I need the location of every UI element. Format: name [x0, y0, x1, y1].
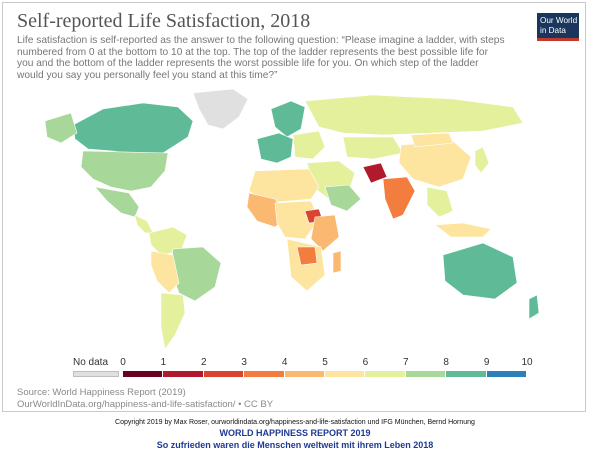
russia[interactable] [304, 94, 524, 136]
legend-tick-1: 1 [160, 357, 167, 368]
mongolia[interactable] [410, 132, 454, 148]
southeast-asia[interactable] [426, 186, 454, 218]
afghanistan[interactable] [362, 162, 388, 184]
logo-line-2: in Data [540, 25, 566, 35]
north-africa[interactable] [248, 168, 320, 204]
legend-swatch-8-9[interactable] [446, 371, 486, 377]
legend-swatch-3-4[interactable] [244, 371, 284, 377]
legend-swatch-0-1[interactable] [123, 371, 163, 377]
australia[interactable] [442, 242, 518, 300]
legend-swatch-4-5[interactable] [284, 371, 324, 377]
legend-tick-6: 6 [362, 357, 369, 368]
legend-swatch-1-2[interactable] [163, 371, 203, 377]
saudi-arabia[interactable] [324, 184, 362, 212]
eastern-europe[interactable] [292, 130, 326, 160]
legend-swatch-7-8[interactable] [405, 371, 446, 377]
china[interactable] [398, 140, 472, 188]
peru-bolivia[interactable] [150, 250, 180, 294]
alaska[interactable] [44, 112, 78, 144]
source-link[interactable]: OurWorldInData.org/happiness-and-life-sa… [17, 399, 274, 410]
legend-swatch-2-3[interactable] [203, 371, 244, 377]
chart-frame: Self-reported Life Satisfaction, 2018 Li… [2, 2, 586, 412]
legend-tick-9: 9 [483, 357, 490, 368]
india[interactable] [382, 176, 416, 220]
legend-tick-2: 2 [201, 357, 207, 368]
new-zealand[interactable] [528, 294, 540, 320]
logo-line-1: Our World [540, 16, 578, 25]
east-africa[interactable] [310, 214, 340, 252]
legend-no-data-label: No data [73, 357, 109, 368]
usa[interactable] [80, 150, 169, 192]
legend-tick-4: 4 [281, 357, 288, 368]
japan[interactable] [474, 146, 490, 174]
legend-swatch-9-10[interactable] [486, 371, 526, 377]
legend-tick-3: 3 [241, 357, 247, 368]
legend-no-data-swatch [73, 371, 119, 377]
legend-tick-0: 0 [120, 357, 126, 368]
report-title: WORLD HAPPINESS REPORT 2019 [219, 428, 371, 438]
brazil[interactable] [170, 246, 222, 302]
mexico[interactable] [94, 186, 140, 218]
chart-subtitle: Life satisfaction is self-reported as th… [17, 35, 505, 81]
madagascar[interactable] [332, 250, 342, 274]
color-legend: No data 0 1 2 3 4 5 6 7 8 9 10 [17, 357, 577, 379]
report-subtitle: So zufrieden waren die Menschen weltweit… [156, 440, 434, 450]
argentina-chile[interactable] [160, 292, 186, 350]
copyright-note: Copyright 2019 by Max Roser, ourworldind… [115, 419, 475, 426]
owid-logo[interactable]: Our World in Data [537, 13, 579, 41]
indonesia[interactable] [434, 222, 492, 238]
legend-tick-8: 8 [443, 357, 449, 368]
legend-tick-10: 10 [521, 357, 533, 368]
chart-title: Self-reported Life Satisfaction, 2018 [17, 10, 311, 32]
western-europe[interactable] [256, 132, 294, 164]
central-america[interactable] [134, 214, 154, 234]
legend-swatch-6-7[interactable] [365, 371, 405, 377]
source-note: Source: World Happiness Report (2019) [17, 387, 186, 398]
legend-tick-7: 7 [403, 357, 409, 368]
legend-tick-5: 5 [322, 357, 328, 368]
legend-swatch-5-6[interactable] [325, 371, 365, 377]
greenland[interactable] [192, 88, 249, 130]
zimbabwe-zambia[interactable] [296, 246, 318, 266]
world-map[interactable] [43, 87, 553, 357]
scandinavia[interactable] [270, 100, 306, 138]
central-asia[interactable] [342, 136, 404, 160]
canada[interactable] [72, 102, 194, 156]
